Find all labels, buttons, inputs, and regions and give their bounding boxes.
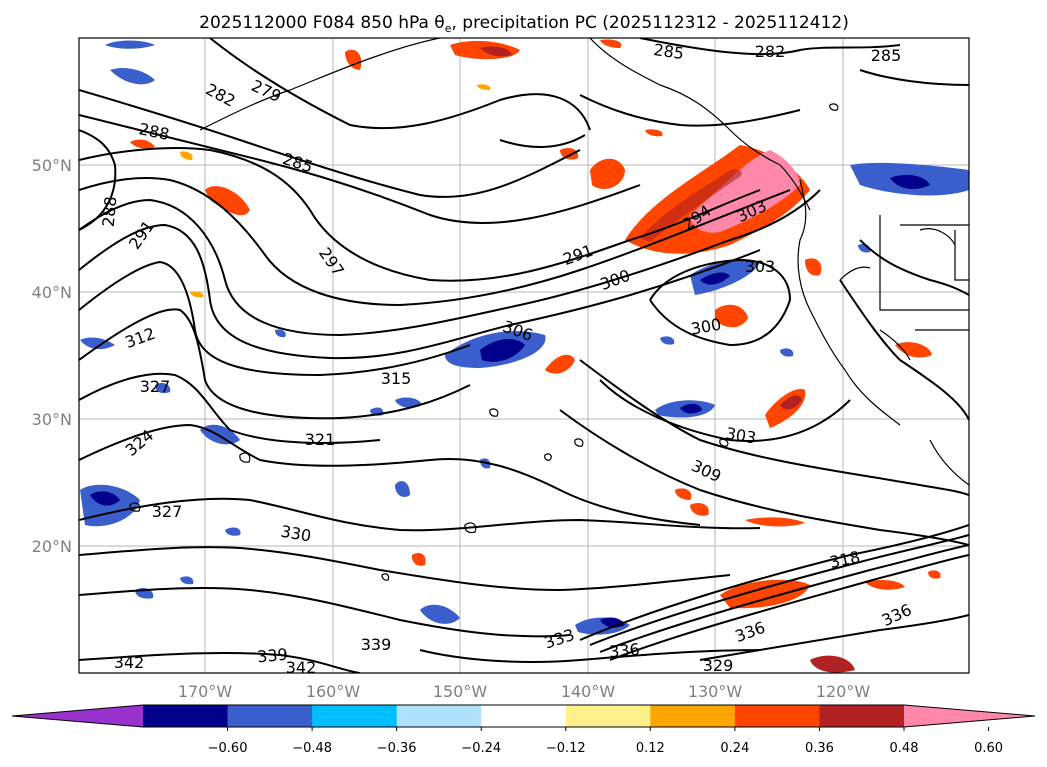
colorbar-segment: [481, 705, 567, 727]
colorbar-extend-low: [12, 705, 143, 727]
lat-label: 40°N: [32, 283, 72, 302]
contour-label: 285: [871, 46, 902, 65]
contour-label: 339: [256, 645, 288, 667]
lon-label: 120°W: [816, 682, 871, 701]
contour-label: 282: [755, 42, 786, 61]
colorbar: −0.60 −0.48 −0.36 −0.24 −0.12 0.12 0.24 0.36 0.4…: [11, 704, 1036, 756]
colorbar-tick-label: 0.12: [636, 741, 665, 756]
lon-label: 130°W: [688, 682, 743, 701]
colorbar-segment: [143, 705, 229, 727]
colorbar-tick-label: −0.48: [292, 741, 332, 756]
contour-label: 303: [745, 257, 776, 276]
lat-label: 20°N: [32, 537, 72, 556]
colorbar-tick-label: 0.36: [805, 741, 834, 756]
contour-label: 321: [305, 430, 336, 449]
colorbar-outline: [11, 704, 1036, 728]
lat-label: 50°N: [32, 156, 72, 175]
colorbar-tick-label: −0.60: [208, 741, 248, 756]
colorbar-tick-label: −0.24: [461, 741, 501, 756]
contour-label: 327: [152, 502, 183, 521]
lon-label: 140°W: [561, 682, 616, 701]
contour-label: 339: [361, 635, 392, 654]
contour-label: 336: [608, 640, 640, 662]
colorbar-segment: [650, 705, 736, 727]
lon-label: 160°W: [306, 682, 361, 701]
colorbar-segment: [734, 705, 820, 727]
colorbar-tick-label: 0.24: [720, 741, 749, 756]
contour-label: 342: [114, 653, 145, 672]
map-frame: [78, 37, 970, 674]
colorbar-tick-label: −0.12: [546, 741, 586, 756]
colorbar-tick-label: −0.36: [377, 741, 417, 756]
contour-label: 329: [703, 656, 734, 675]
colorbar-segment: [396, 705, 482, 727]
lon-label: 170°W: [178, 682, 233, 701]
colorbar-extend-high: [904, 705, 1035, 727]
contour-label: 327: [140, 377, 171, 396]
colorbar-segment: [312, 705, 398, 727]
colorbar-segment: [565, 705, 651, 727]
theta-e-contours: [79, 38, 969, 673]
contour-label: 342: [286, 658, 317, 677]
lon-label: 150°W: [433, 682, 488, 701]
colorbar-tick-label: 0.48: [890, 741, 919, 756]
longitude-labels: 170°W 160°W 150°W 140°W 130°W 120°W: [178, 682, 871, 701]
latitude-labels: 50°N 40°N 30°N 20°N: [32, 156, 72, 556]
map-title: 2025112000 F084 850 hPa θe, precipitatio…: [199, 13, 849, 35]
contour-label: 315: [381, 369, 412, 388]
contour-label: 288: [99, 195, 121, 227]
colorbar-segment: [819, 705, 905, 727]
coastlines: [129, 38, 969, 581]
contour-label: 285: [652, 40, 685, 63]
colorbar-segment: [227, 705, 313, 727]
colorbar-tick-label: 0.60: [974, 741, 1003, 756]
lat-label: 30°N: [32, 410, 72, 429]
